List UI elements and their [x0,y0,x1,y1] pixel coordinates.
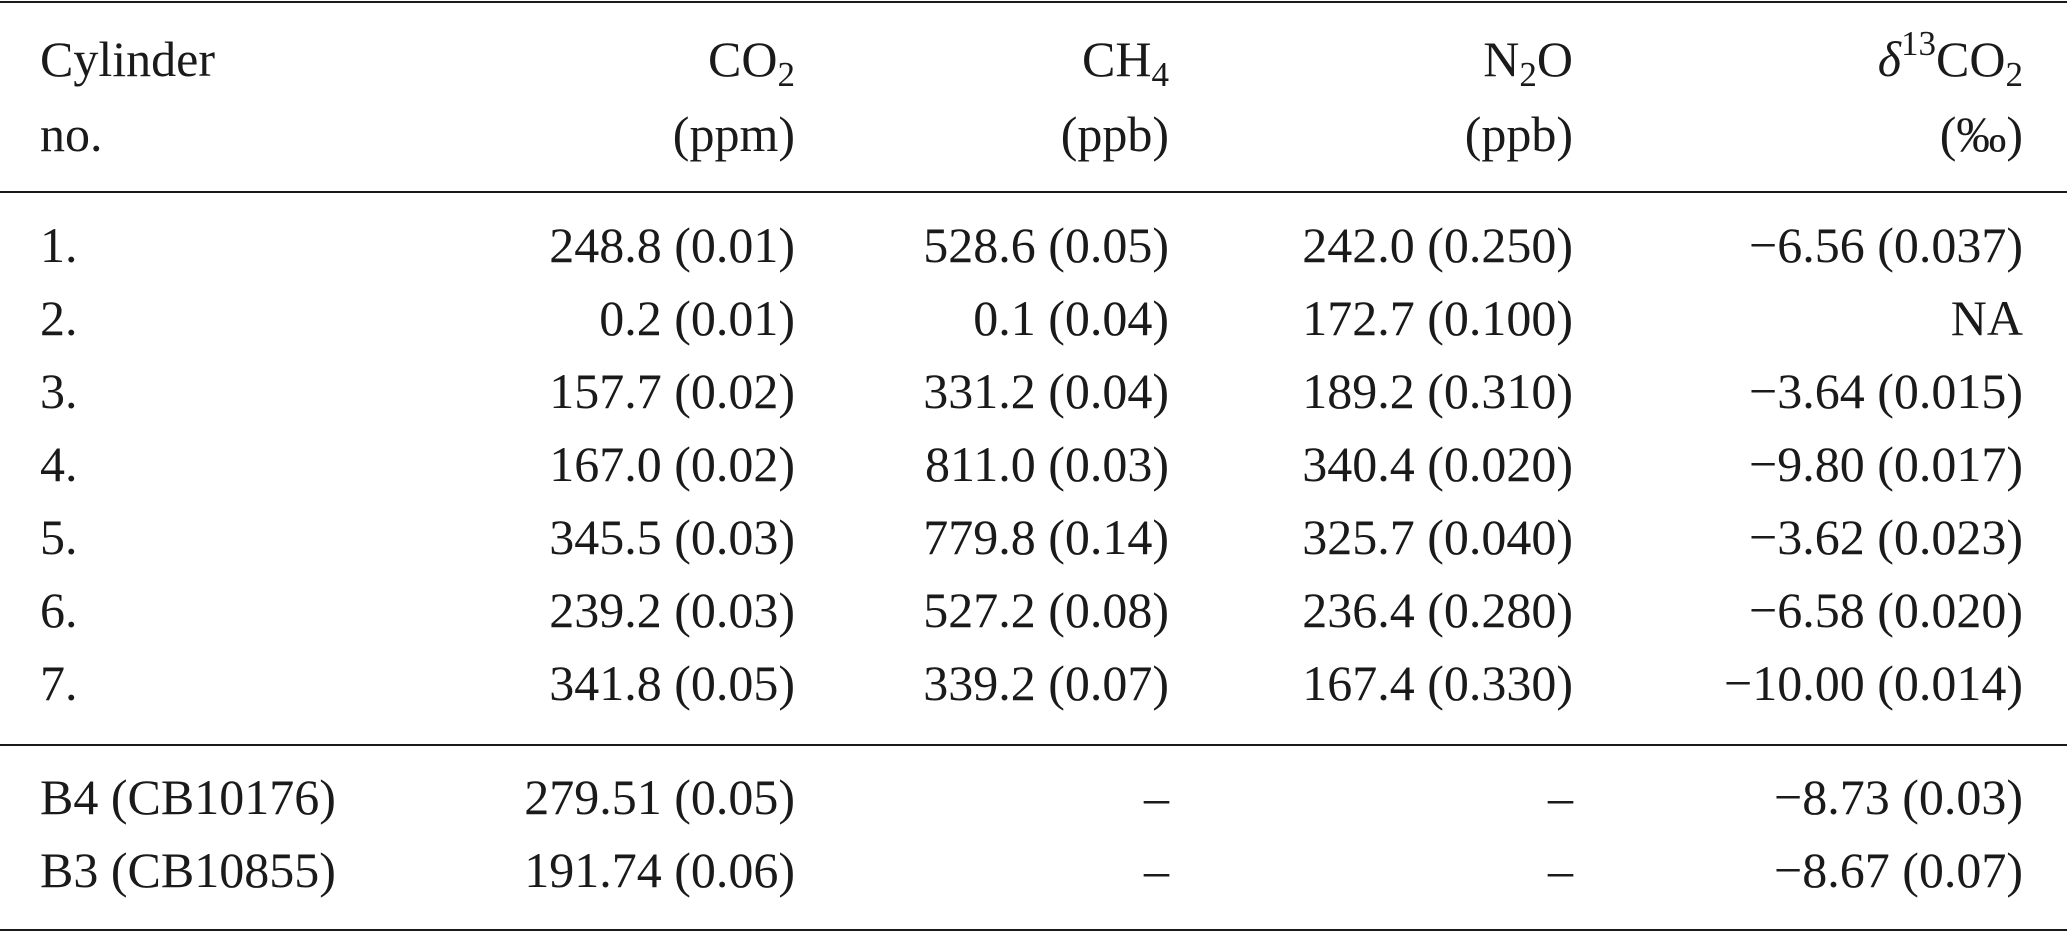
table-cell: −8.67 (0.07) [1774,842,2023,898]
table-cell: 189.2 (0.310) [1302,363,1573,419]
table-cell: 325.7 (0.040) [1302,509,1573,565]
table-cell: 279.51 (0.05) [524,769,795,825]
header-part: CH [1082,31,1152,87]
table-cell: 157.7 (0.02) [549,363,795,419]
column-unit: no. [40,106,103,162]
table-cell: 528.6 (0.05) [923,217,1169,273]
row-label: 6. [40,582,78,638]
row-label: 7. [40,655,78,711]
table-cell: −10.00 (0.014) [1724,655,2023,711]
table-cell: NA [1950,290,2023,346]
row-label: 4. [40,436,78,492]
table-cell: – [1548,769,1573,825]
table-cell: 0.2 (0.01) [599,290,795,346]
table-cell: – [1144,769,1169,825]
table-cell: 242.0 (0.250) [1302,217,1573,273]
column-header: Cylinder [40,29,215,89]
row-label: 1. [40,217,78,273]
column-unit: (ppm) [672,106,795,162]
column-unit: (ppb) [1060,106,1169,162]
header-part: 4 [1151,54,1170,94]
table-cell: −3.64 (0.015) [1749,363,2023,419]
header-part: 13 [1901,24,1937,63]
table-cell: 339.2 (0.07) [923,655,1169,711]
header-part: 2 [1519,54,1537,94]
table-cell: −9.80 (0.017) [1749,436,2023,492]
table-cell: – [1548,842,1573,898]
header-part: CO [1936,31,2006,87]
row-label: 5. [40,509,78,565]
top-rule [0,1,2067,3]
table-cell: 345.5 (0.03) [549,509,795,565]
table-cell: −6.56 (0.037) [1749,217,2023,273]
header-part: 2 [777,54,796,94]
table-cell: 0.1 (0.04) [973,290,1169,346]
header-part: 2 [2005,54,2024,94]
table-cell: −6.58 (0.020) [1749,582,2023,638]
table-cell: 527.2 (0.08) [923,582,1169,638]
column-header: CH4 [1082,29,1169,92]
table-cell: 167.4 (0.330) [1302,655,1573,711]
column-header: δ13CO2 [1877,26,2023,92]
table-cell: 172.7 (0.100) [1302,290,1573,346]
column-header: N2O [1483,29,1573,92]
row-label: B4 (CB10176) [40,769,336,825]
row-label: 2. [40,290,78,346]
header-part: N [1483,31,1520,87]
table-cell: 167.0 (0.02) [549,436,795,492]
header-rule [0,191,2067,193]
table-cell: – [1144,842,1169,898]
table-cell: 779.8 (0.14) [923,509,1169,565]
bottom-rule [0,929,2067,931]
header-part: δ [1877,31,1902,87]
table-cell: −3.62 (0.023) [1749,509,2023,565]
table-cell: 331.2 (0.04) [923,363,1169,419]
row-label: B3 (CB10855) [40,842,336,898]
column-unit: (ppb) [1464,106,1573,162]
table-cell: 811.0 (0.03) [925,436,1169,492]
group-rule [0,744,2067,746]
header-part: O [1536,31,1573,87]
header-part: CO [708,31,778,87]
table-cell: 341.8 (0.05) [549,655,795,711]
table-cell: 239.2 (0.03) [549,582,795,638]
header-part: Cylinder [40,31,215,87]
table-cell: 236.4 (0.280) [1302,582,1573,638]
row-label: 3. [40,363,78,419]
table-cell: 340.4 (0.020) [1302,436,1573,492]
column-unit: (‰) [1939,106,2023,162]
table-cell: 248.8 (0.01) [549,217,795,273]
column-header: CO2 [708,29,795,92]
table-cell: 191.74 (0.06) [524,842,795,898]
table-cell: −8.73 (0.03) [1774,769,2023,825]
